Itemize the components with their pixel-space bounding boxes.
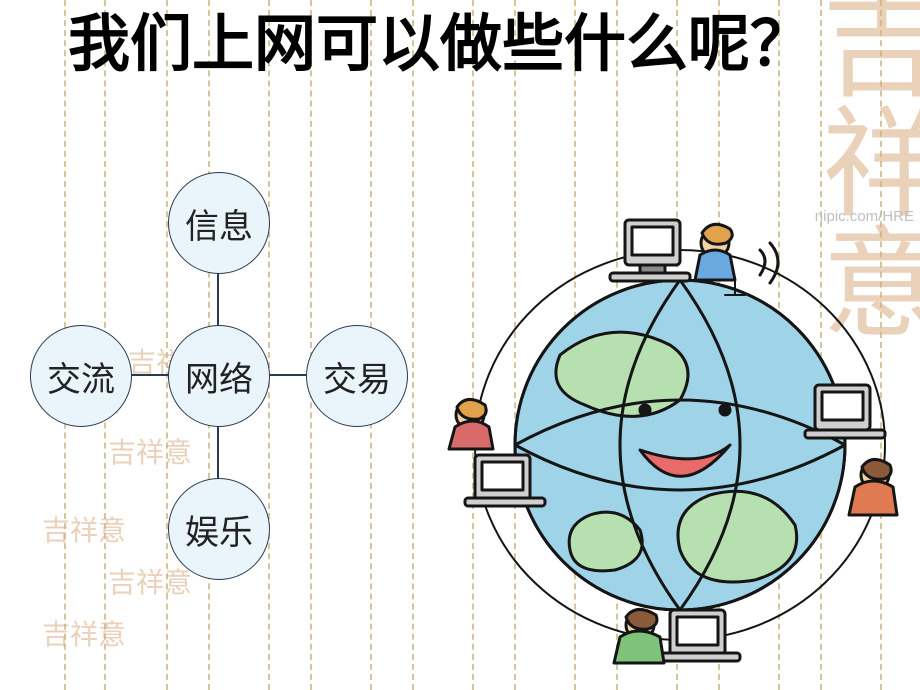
node-top: 信息 [168, 172, 270, 274]
node-left: 交流 [30, 325, 132, 427]
page-title: 我们上网可以做些什么呢？ [0, 2, 880, 89]
node-center: 网络 [168, 325, 270, 427]
node-bottom: 娱乐 [168, 478, 270, 580]
calligraphy-stamp: 吉祥意 [42, 622, 126, 650]
concept-map: 网络 信息 交流 交易 娱乐 [0, 170, 420, 590]
watermark-text: nipic.com/HRE [815, 208, 914, 225]
node-right: 交易 [306, 325, 408, 427]
globe-illustration [440, 195, 920, 675]
